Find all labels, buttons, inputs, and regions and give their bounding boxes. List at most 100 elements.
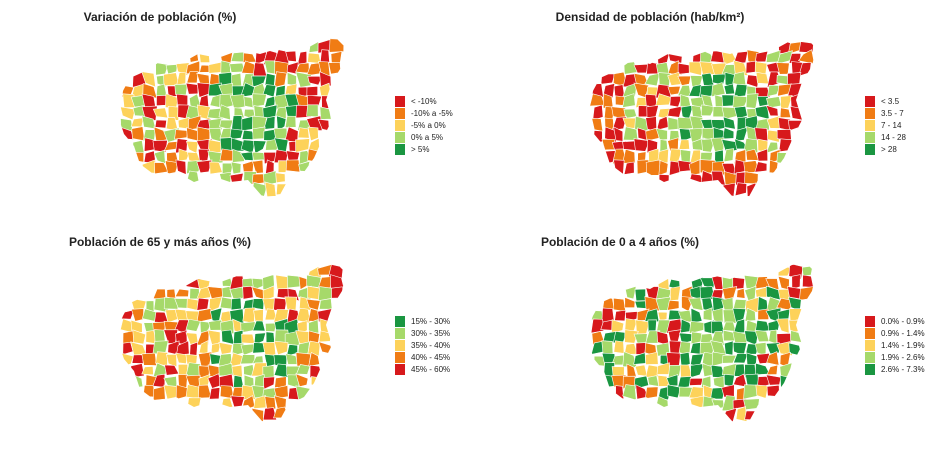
municipality-region [186, 140, 199, 154]
municipality-region [252, 320, 266, 332]
municipality-region [667, 300, 680, 311]
legend-swatch [395, 131, 405, 143]
municipality-region [199, 64, 211, 73]
municipality-region [655, 93, 672, 106]
municipality-region [210, 342, 222, 354]
municipality-region [328, 62, 342, 75]
municipality-region [600, 73, 616, 85]
municipality-region [175, 159, 187, 175]
municipality-region [208, 61, 223, 74]
municipality-region [329, 38, 345, 53]
legend-label: 14 - 28 [881, 132, 906, 142]
municipality-region [787, 120, 803, 131]
legend-swatch [395, 143, 405, 155]
municipality-region [798, 41, 814, 54]
municipality-region [626, 363, 637, 378]
municipality-region [265, 331, 275, 344]
municipality-region [591, 118, 604, 132]
map-panel-population-density: Densidad de población (hab/km²) < 3.5 3.… [470, 0, 940, 225]
municipality-region [776, 341, 793, 357]
municipality-region [799, 286, 814, 301]
municipality-region [677, 85, 692, 97]
municipality-region [723, 373, 735, 387]
municipality-region [688, 84, 702, 97]
municipality-region [130, 375, 144, 389]
legend-item: 2.6% - 7.3% [865, 363, 925, 375]
municipality-region [252, 159, 264, 174]
legend-swatch [865, 351, 875, 363]
municipality-region [721, 363, 737, 378]
municipality-region [186, 127, 199, 142]
legend-swatch [395, 315, 405, 327]
legend-label: 35% - 40% [411, 340, 451, 350]
legend-item: 15% - 30% [395, 315, 450, 327]
map-legend: < 3.5 3.5 - 7 7 - 14 14 - 28 > 28 [865, 95, 906, 155]
municipality-region [242, 307, 256, 324]
municipality-region [262, 285, 275, 302]
map-title: Densidad de población (hab/km²) [555, 10, 745, 24]
municipality-region [141, 366, 154, 376]
municipality-region [745, 93, 759, 109]
municipality-region [295, 138, 310, 153]
municipality-region [778, 138, 792, 153]
municipality-region [679, 351, 691, 368]
municipality-region [615, 385, 625, 400]
legend-label: 30% - 35% [411, 328, 451, 338]
municipality-region [264, 72, 276, 87]
municipality-region [624, 296, 636, 308]
municipality-region [154, 119, 167, 129]
municipality-region [175, 62, 190, 77]
municipality-region [755, 50, 769, 63]
municipality-region [601, 138, 615, 151]
municipality-region [243, 364, 255, 377]
legend-swatch [395, 363, 405, 375]
legend-swatch [865, 107, 875, 119]
legend-label: 45% - 60% [411, 364, 451, 374]
municipality-region [295, 385, 312, 401]
municipality-region [780, 95, 793, 109]
municipality-region [666, 374, 679, 387]
municipality-region [242, 285, 254, 300]
municipality-region [710, 387, 726, 400]
legend-swatch [865, 131, 875, 143]
municipality-region [251, 407, 264, 422]
municipality-region [766, 364, 779, 375]
municipality-region [711, 307, 724, 323]
municipality-region [153, 385, 166, 401]
legend-label: 15% - 30% [411, 316, 451, 326]
municipality-region [306, 298, 321, 311]
municipality-region [733, 83, 748, 98]
legend-item: 40% - 45% [395, 351, 450, 363]
legend-item: 30% - 35% [395, 327, 450, 339]
municipality-region [802, 274, 814, 288]
municipality-region [175, 138, 188, 154]
municipality-region [789, 308, 803, 322]
municipality-region [252, 140, 267, 154]
municipality-region [790, 330, 803, 343]
municipality-region [285, 50, 297, 63]
municipality-region [196, 159, 213, 174]
legend-swatch [865, 339, 875, 351]
municipality-region [131, 308, 144, 322]
legend-item: 1.9% - 2.6% [865, 351, 925, 363]
municipality-region [307, 75, 323, 86]
municipality-region [219, 148, 235, 162]
municipality-region [658, 160, 669, 176]
municipality-region [155, 62, 169, 76]
legend-label: -10% a -5% [411, 108, 453, 118]
municipality-region [297, 127, 310, 139]
municipality-region [196, 297, 210, 311]
municipality-region [779, 107, 792, 118]
municipality-region [230, 161, 242, 175]
municipality-region [791, 274, 801, 290]
legend-swatch [395, 119, 405, 131]
municipality-region [732, 95, 749, 110]
municipality-region [262, 407, 278, 421]
municipality-region [766, 384, 780, 398]
legend-label: -5% a 0% [411, 120, 446, 130]
legend-swatch [865, 363, 875, 375]
map-title: Población de 0 a 4 años (%) [540, 235, 700, 249]
legend-label: 2.6% - 7.3% [881, 364, 925, 374]
municipality-region [274, 71, 287, 88]
legend-item: > 5% [395, 143, 453, 155]
